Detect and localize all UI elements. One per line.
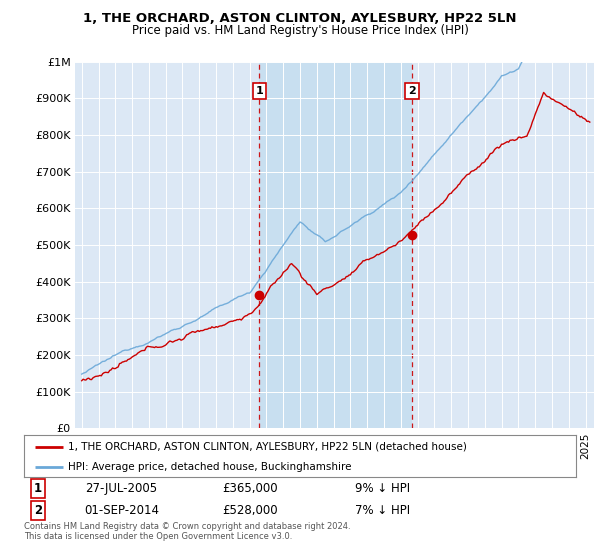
Text: £528,000: £528,000 xyxy=(223,504,278,517)
Text: 1: 1 xyxy=(256,86,263,96)
Text: Price paid vs. HM Land Registry's House Price Index (HPI): Price paid vs. HM Land Registry's House … xyxy=(131,24,469,37)
Text: 2: 2 xyxy=(408,86,416,96)
Text: 27-JUL-2005: 27-JUL-2005 xyxy=(85,482,157,494)
Text: 1, THE ORCHARD, ASTON CLINTON, AYLESBURY, HP22 5LN: 1, THE ORCHARD, ASTON CLINTON, AYLESBURY… xyxy=(83,12,517,25)
Text: Contains HM Land Registry data © Crown copyright and database right 2024.
This d: Contains HM Land Registry data © Crown c… xyxy=(24,522,350,542)
Text: 1: 1 xyxy=(34,482,42,494)
Text: 2: 2 xyxy=(34,504,42,517)
Text: 01-SEP-2014: 01-SEP-2014 xyxy=(85,504,160,517)
Text: £365,000: £365,000 xyxy=(223,482,278,494)
Bar xyxy=(259,62,412,428)
Text: HPI: Average price, detached house, Buckinghamshire: HPI: Average price, detached house, Buck… xyxy=(68,461,352,472)
Text: 9% ↓ HPI: 9% ↓ HPI xyxy=(355,482,410,494)
Text: 7% ↓ HPI: 7% ↓ HPI xyxy=(355,504,410,517)
Text: 1, THE ORCHARD, ASTON CLINTON, AYLESBURY, HP22 5LN (detached house): 1, THE ORCHARD, ASTON CLINTON, AYLESBURY… xyxy=(68,442,467,452)
